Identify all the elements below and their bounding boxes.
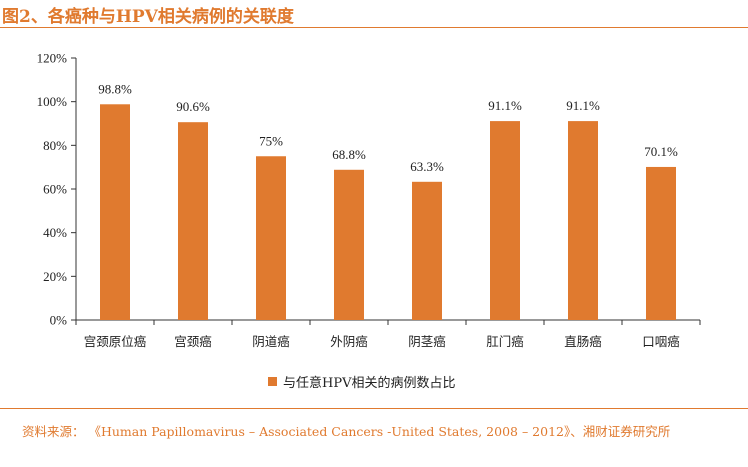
y-tick-label: 60%: [43, 182, 67, 197]
bar-value-label: 91.1%: [488, 98, 522, 113]
y-tick-label: 40%: [43, 225, 67, 240]
y-tick-label: 20%: [43, 269, 67, 284]
chart-legend: 与任意HPV相关的病例数占比: [268, 372, 455, 391]
legend-swatch: [268, 377, 277, 386]
y-tick-label: 0%: [50, 313, 68, 328]
source-note: 资料来源： 《Human Papillomavirus – Associated…: [22, 424, 671, 439]
bar-value-label: 98.8%: [98, 81, 132, 96]
source-divider: [0, 408, 748, 409]
title-divider: [0, 27, 748, 28]
bar: [490, 121, 520, 321]
legend-label: 与任意HPV相关的病例数占比: [283, 376, 456, 391]
x-category-label: 宫颈癌: [174, 334, 212, 349]
x-category-label: 宫颈原位癌: [84, 334, 147, 349]
bar: [568, 121, 598, 321]
bar-value-label: 63.3%: [410, 159, 444, 174]
y-tick-label: 100%: [37, 94, 68, 109]
y-tick-label: 80%: [43, 138, 67, 153]
bar-value-label: 91.1%: [566, 98, 600, 113]
bar: [178, 122, 208, 320]
bar: [100, 104, 130, 320]
chart-title: 图2、各癌种与HPV相关病例的关联度: [2, 7, 294, 27]
x-category-label: 外阴癌: [330, 334, 368, 349]
x-category-label: 肛门癌: [486, 334, 524, 349]
x-category-label: 直肠癌: [564, 334, 602, 349]
bar-value-label: 70.1%: [644, 144, 678, 159]
y-tick-label: 120%: [37, 51, 68, 66]
bar-value-label: 90.6%: [176, 99, 210, 114]
bar: [256, 156, 286, 320]
x-category-label: 阴茎癌: [408, 334, 446, 349]
bar: [334, 169, 364, 320]
x-category-label: 阴道癌: [252, 334, 290, 349]
bar-value-label: 75%: [259, 133, 283, 148]
bar-chart: 0% 20% 40% 60% 80% 100% 120% 98.8% 宫颈原位癌 90.6% 宫颈癌…: [37, 51, 701, 349]
bar: [412, 181, 442, 320]
bar-value-label: 68.8%: [332, 147, 366, 162]
x-category-label: 口咽癌: [642, 334, 680, 349]
bar: [646, 166, 676, 320]
